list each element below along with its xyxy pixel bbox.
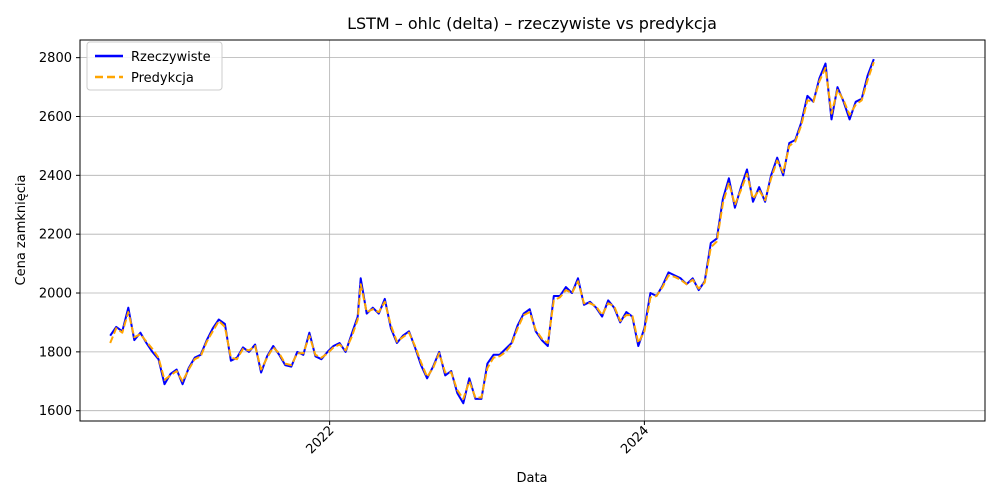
y-axis-label: Cena zamknięcia (14, 175, 29, 286)
y-tick-label: 2000 (39, 287, 72, 302)
y-tick-label: 2800 (39, 51, 72, 66)
series-line-rzeczywiste (109, 58, 875, 405)
chart-title: LSTM – ohlc (delta) – rzeczywiste vs pre… (347, 14, 717, 33)
y-axis-ticks: 1600 1800 2000 2200 2400 2600 2800 (39, 51, 80, 419)
y-tick-label: 2600 (39, 110, 72, 125)
legend: Rzeczywiste Predykcja (86, 41, 223, 91)
y-tick-label: 1800 (39, 345, 72, 360)
y-tick-label: 2200 (39, 228, 72, 243)
plot-frame (79, 39, 986, 422)
series-layer (109, 58, 875, 405)
x-axis-label: Data (516, 471, 547, 486)
legend-label-predykcja: Predykcja (131, 71, 194, 86)
y-tick-label: 1600 (39, 404, 72, 419)
y-tick-label: 2400 (39, 169, 72, 184)
series-line-predykcja (109, 61, 875, 400)
legend-label-rzeczywiste: Rzeczywiste (131, 50, 211, 65)
grid (80, 40, 985, 421)
